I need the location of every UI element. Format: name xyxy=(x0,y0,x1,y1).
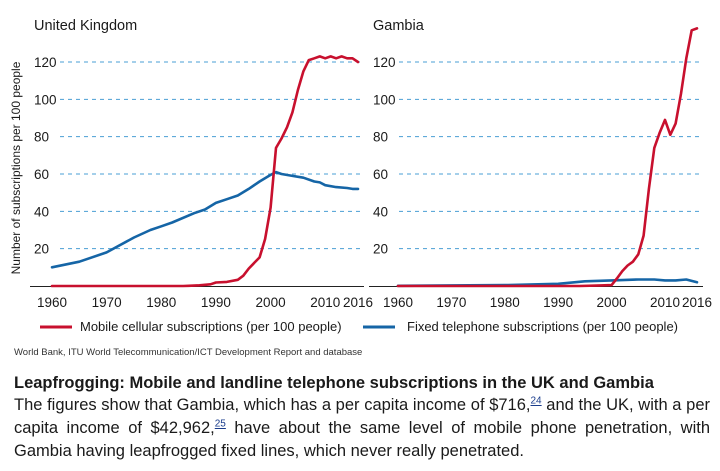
caption-body-part2: and the UK, with a per capita income of … xyxy=(14,396,710,437)
y-tick-label: 20 xyxy=(34,242,49,257)
mobile-series-line-0 xyxy=(50,55,360,288)
caption-body: The figures show that Gambia, which has … xyxy=(14,394,710,463)
x-tick-label: 1990 xyxy=(201,295,231,310)
y-tick-label: 100 xyxy=(373,92,396,107)
y-tick-label: 100 xyxy=(34,92,57,107)
x-tick-label: 1990 xyxy=(543,295,573,310)
y-tick-label: 60 xyxy=(373,167,388,182)
caption-body-part1: The figures show that Gambia, which has … xyxy=(14,396,531,414)
y-tick-label: 40 xyxy=(373,204,388,219)
footnote-link-25[interactable]: 25 xyxy=(214,418,226,430)
x-tick-label: 2016 xyxy=(682,295,712,310)
x-tick-label: 1970 xyxy=(92,295,122,310)
y-tick-label: 20 xyxy=(373,242,388,257)
x-tick-label: 1960 xyxy=(383,295,413,310)
x-tick-label: 2010 xyxy=(310,295,340,310)
x-tick-label: 2016 xyxy=(343,295,373,310)
mobile-series-line-1 xyxy=(396,27,699,288)
legend-label-0: Mobile cellular subscriptions (per 100 p… xyxy=(80,319,342,334)
footnote-link-24[interactable]: 24 xyxy=(530,395,542,407)
caption-body-part3: have about the same level of mobile phon… xyxy=(14,419,711,460)
y-tick-label: 60 xyxy=(34,167,49,182)
y-tick-label: 120 xyxy=(34,55,57,70)
panel-title-1: Gambia xyxy=(373,18,425,34)
legend-label-1: Fixed telephone subscriptions (per 100 p… xyxy=(407,319,678,334)
caption-block: Leapfrogging: Mobile and landline teleph… xyxy=(14,372,710,463)
y-tick-label: 40 xyxy=(34,204,49,219)
y-tick-label: 80 xyxy=(34,130,49,145)
x-tick-label: 2000 xyxy=(597,295,627,310)
y-tick-label: 120 xyxy=(373,55,396,70)
x-tick-label: 1980 xyxy=(146,295,176,310)
x-tick-label: 1980 xyxy=(490,295,520,310)
x-tick-label: 1970 xyxy=(436,295,466,310)
y-axis-label: Number of subscriptions per 100 people xyxy=(9,61,23,274)
x-tick-label: 1960 xyxy=(37,295,67,310)
source-text: World Bank, ITU World Telecommunication/… xyxy=(14,347,362,358)
panel-title-0: United Kingdom xyxy=(34,18,137,34)
x-tick-label: 2010 xyxy=(650,295,680,310)
x-tick-label: 2000 xyxy=(256,295,286,310)
y-tick-label: 80 xyxy=(373,130,388,145)
fixed-series-line-0 xyxy=(50,170,360,269)
caption-title: Leapfrogging: Mobile and landline teleph… xyxy=(14,374,654,392)
